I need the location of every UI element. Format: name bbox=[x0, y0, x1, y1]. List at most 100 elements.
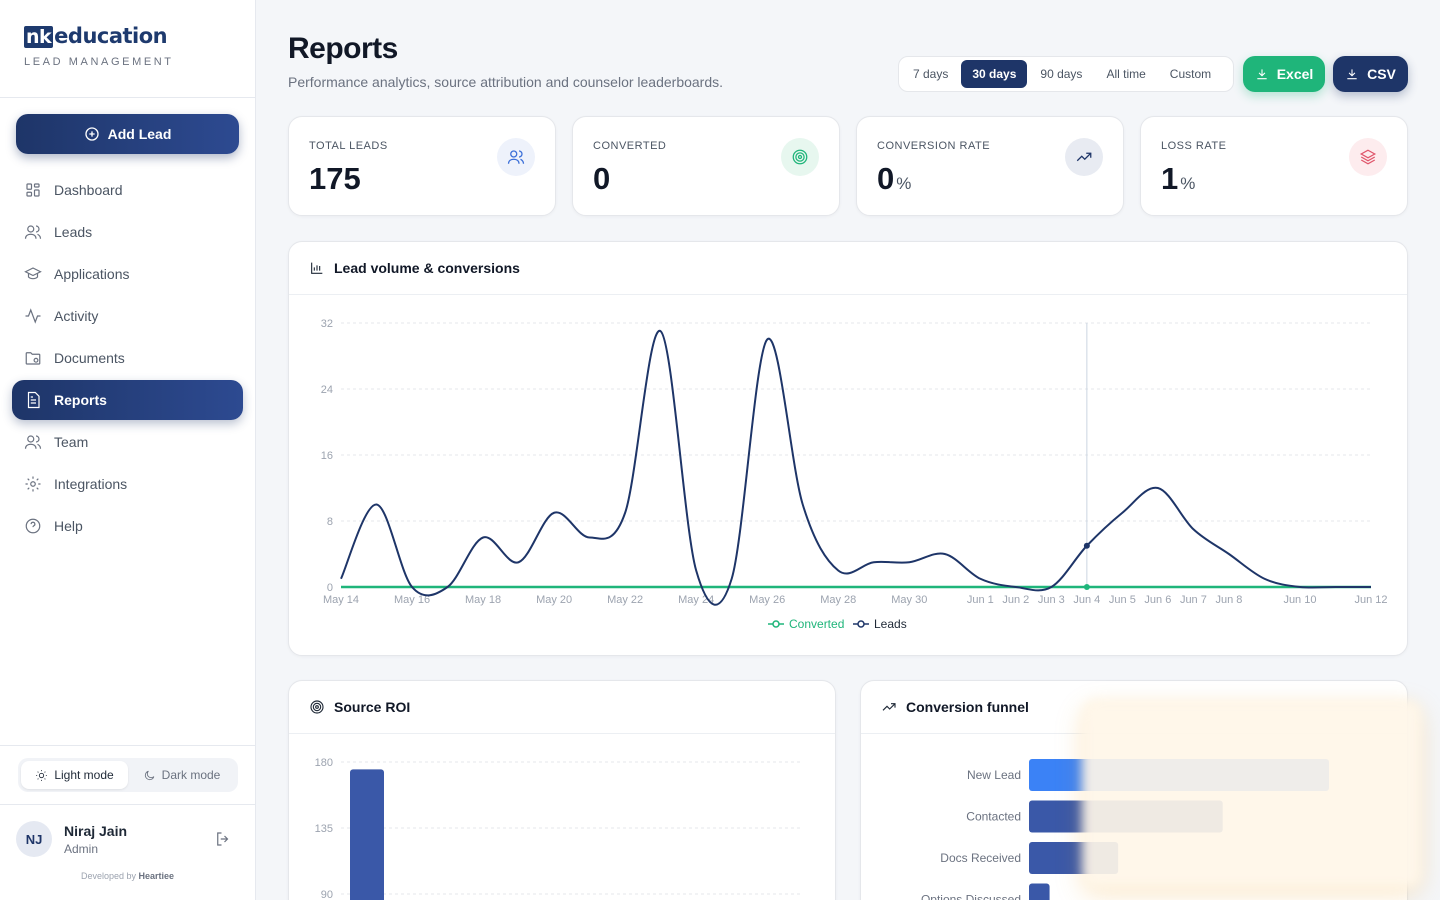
x-tick-label: May 14 bbox=[323, 594, 359, 606]
range-7-days[interactable]: 7 days bbox=[913, 67, 949, 81]
gear-icon bbox=[25, 476, 41, 492]
stat-card-conversion-rate: CONVERSION RATE 0% bbox=[856, 116, 1124, 216]
add-lead-button[interactable]: Add Lead bbox=[16, 114, 239, 154]
logout-icon bbox=[217, 832, 229, 846]
sidebar-item-label: Leads bbox=[54, 224, 93, 240]
lead-volume-chart: 0 8 16 24 32 May 14 May 16 May 18 May 20 May 22 Ma… bbox=[321, 318, 1388, 606]
sidebar-item-help[interactable]: Help bbox=[12, 506, 243, 546]
hover-point bbox=[1083, 542, 1090, 549]
sidebar-item-documents[interactable]: Documents bbox=[12, 338, 243, 378]
sidebar-item-team[interactable]: Team bbox=[12, 422, 243, 462]
x-tick-label: Jun 2 bbox=[1002, 594, 1029, 606]
legend-label: Converted bbox=[789, 617, 845, 631]
funnel-stage-label: Options Discussed bbox=[921, 893, 1021, 900]
activity-icon bbox=[25, 308, 41, 324]
users-icon bbox=[497, 138, 535, 176]
range-90-days[interactable]: 90 days bbox=[1040, 67, 1083, 81]
sidebar-item-reports[interactable]: Reports bbox=[12, 380, 243, 420]
divider bbox=[0, 97, 255, 98]
x-tick-label: Jun 5 bbox=[1109, 594, 1136, 606]
x-tick-label: Jun 8 bbox=[1215, 594, 1242, 606]
brand-logo[interactable]: nk education LEAD MANAGEMENT bbox=[24, 24, 174, 68]
sidebar-item-activity[interactable]: Activity bbox=[12, 296, 243, 336]
x-tick-label: May 16 bbox=[394, 594, 430, 606]
x-tick-label: Jun 3 bbox=[1038, 594, 1065, 606]
date-range-selector: 7 days 30 days 90 days All time Custom bbox=[898, 56, 1234, 92]
export-csv-button[interactable]: CSV bbox=[1333, 56, 1408, 92]
stat-card-loss-rate: LOSS RATE 1% bbox=[1140, 116, 1408, 216]
sidebar-item-applications[interactable]: Applications bbox=[12, 254, 243, 294]
x-tick-label: May 28 bbox=[820, 594, 856, 606]
target-icon bbox=[310, 700, 324, 714]
y-tick-label: 32 bbox=[321, 318, 333, 330]
sun-icon bbox=[36, 769, 48, 781]
card-header: Source ROI bbox=[289, 681, 835, 734]
sidebar-item-label: Documents bbox=[54, 350, 125, 366]
stat-value: 175 bbox=[309, 161, 361, 196]
bar-chart-icon bbox=[311, 262, 323, 274]
sidebar-item-label: Integrations bbox=[54, 476, 128, 492]
credit-name[interactable]: Heartiee bbox=[138, 871, 175, 881]
dark-mode-button[interactable]: Dark mode bbox=[128, 761, 235, 789]
legend-leads[interactable]: Leads bbox=[853, 617, 907, 631]
light-mode-label: Light mode bbox=[54, 768, 114, 782]
sidebar-item-label: Applications bbox=[54, 266, 130, 282]
sidebar: nk education LEAD MANAGEMENT Add Lead Das… bbox=[0, 0, 256, 900]
sidebar-item-leads[interactable]: Leads bbox=[12, 212, 243, 252]
avatar[interactable]: NJ bbox=[16, 821, 52, 857]
card-title: Source ROI bbox=[334, 699, 411, 715]
x-tick-label: May 24 bbox=[678, 594, 714, 606]
y-tick-label: 24 bbox=[321, 384, 333, 396]
x-tick-label: Jun 12 bbox=[1354, 594, 1387, 606]
divider bbox=[0, 745, 255, 746]
y-tick-label: 135 bbox=[315, 823, 333, 835]
y-tick-label: 90 bbox=[321, 889, 333, 900]
x-tick-label: Jun 7 bbox=[1180, 594, 1207, 606]
stat-card-total-leads: TOTAL LEADS 175 bbox=[288, 116, 556, 216]
notification-toast[interactable] bbox=[1082, 700, 1422, 888]
trending-up-icon bbox=[1065, 138, 1103, 176]
graduation-cap-icon bbox=[24, 267, 42, 280]
folder-icon bbox=[25, 352, 41, 365]
stat-label: LOSS RATE bbox=[1161, 140, 1227, 152]
range-custom[interactable]: Custom bbox=[1169, 67, 1212, 81]
brand-subtitle: LEAD MANAGEMENT bbox=[24, 56, 174, 68]
logout-button[interactable] bbox=[214, 830, 232, 848]
developer-credit: Developed by Heartiee bbox=[0, 871, 255, 881]
csv-label: CSV bbox=[1367, 66, 1396, 82]
x-tick-label: May 20 bbox=[536, 594, 572, 606]
x-tick-label: May 30 bbox=[891, 594, 927, 606]
legend-label: Leads bbox=[874, 617, 907, 631]
logo-nk: nk bbox=[24, 26, 54, 48]
x-tick-label: Jun 4 bbox=[1073, 594, 1100, 606]
add-lead-label: Add Lead bbox=[107, 126, 172, 142]
plus-circle-icon bbox=[84, 127, 99, 141]
stat-value: 0 bbox=[593, 161, 611, 196]
sidebar-item-label: Dashboard bbox=[54, 182, 123, 198]
legend-leads-swatch bbox=[853, 620, 869, 628]
x-tick-label: Jun 1 bbox=[967, 594, 994, 606]
users-icon bbox=[24, 225, 42, 239]
stat-card-converted: CONVERTED 0 bbox=[572, 116, 840, 216]
range-30-days[interactable]: 30 days bbox=[961, 60, 1028, 88]
user-role: Admin bbox=[64, 842, 99, 856]
funnel-stage-label: Contacted bbox=[966, 810, 1021, 824]
light-mode-button[interactable]: Light mode bbox=[21, 761, 128, 789]
page-title: Reports bbox=[288, 32, 398, 65]
export-excel-button[interactable]: Excel bbox=[1243, 56, 1325, 92]
report-icon bbox=[27, 391, 40, 409]
sidebar-nav: Dashboard Leads Applications Activity Do… bbox=[12, 170, 243, 548]
stat-label: TOTAL LEADS bbox=[309, 140, 388, 152]
team-icon bbox=[24, 435, 42, 449]
range-all-time[interactable]: All time bbox=[1106, 67, 1146, 81]
x-tick-label: Jun 6 bbox=[1144, 594, 1171, 606]
sidebar-item-label: Reports bbox=[54, 392, 107, 408]
legend-converted-swatch bbox=[768, 620, 784, 628]
legend-converted[interactable]: Converted bbox=[768, 617, 844, 631]
sidebar-item-dashboard[interactable]: Dashboard bbox=[12, 170, 243, 210]
sidebar-item-integrations[interactable]: Integrations bbox=[12, 464, 243, 504]
x-tick-label: May 18 bbox=[465, 594, 501, 606]
y-tick-label: 0 bbox=[327, 582, 333, 594]
download-icon bbox=[1347, 69, 1357, 80]
y-tick-label: 8 bbox=[327, 516, 333, 528]
